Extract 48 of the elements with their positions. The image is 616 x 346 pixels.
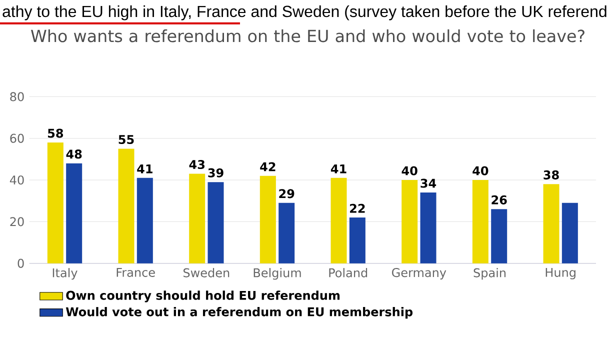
legend-label: Own country should hold EU referendum	[66, 290, 340, 302]
bar	[562, 202, 578, 264]
y-tick-label: 40	[10, 175, 24, 185]
data-label: 34	[420, 178, 436, 188]
x-tick-label: Germany	[392, 268, 446, 280]
x-tick-label: Belgium	[254, 268, 301, 280]
bar	[47, 142, 64, 264]
x-tick-label: Italy	[52, 268, 78, 280]
bar	[330, 178, 347, 264]
bar	[420, 192, 436, 264]
data-label: 55	[118, 135, 134, 144]
data-label: 43	[189, 160, 204, 170]
chart-subtitle: Who wants a referendum on the EU and who would vote to leave?	[30, 29, 584, 42]
bar	[543, 184, 560, 264]
data-label: 38	[544, 170, 559, 180]
data-label: 26	[492, 195, 507, 204]
data-label: 40	[402, 166, 418, 176]
x-tick-label: France	[116, 268, 155, 277]
data-label: 22	[350, 204, 365, 213]
bar	[402, 180, 418, 264]
bar	[208, 182, 224, 264]
data-label: 41	[137, 164, 152, 174]
data-label: 40	[472, 166, 488, 176]
bar	[491, 209, 508, 264]
chart-title: athy to the EU high in Italy, France and Sweden (survey taken before the UK referend	[2, 5, 606, 20]
bar	[66, 163, 82, 264]
bar	[278, 202, 295, 264]
bar	[189, 174, 206, 264]
x-tick-label: Poland	[329, 268, 368, 278]
y-tick-label: 60	[10, 134, 24, 143]
y-tick-label: 80	[10, 92, 24, 102]
y-tick-label: 20	[10, 217, 24, 226]
y-tick-label: 0	[18, 258, 24, 268]
x-tick-label: Spain	[474, 268, 506, 280]
data-label: 41	[330, 164, 346, 174]
data-label: 48	[66, 150, 82, 159]
bar	[472, 180, 488, 264]
bar	[349, 218, 366, 264]
data-label: 39	[208, 168, 224, 178]
data-label: 29	[279, 189, 294, 198]
data-label: 58	[48, 128, 64, 138]
x-tick-label: Sweden	[184, 268, 230, 278]
x-tick-label: Hung	[546, 268, 576, 280]
legend-label: Would vote out in a referendum on EU membership	[66, 307, 413, 319]
data-label: 42	[260, 162, 276, 172]
bar	[118, 148, 134, 264]
bar	[136, 178, 153, 264]
bar	[260, 176, 276, 264]
